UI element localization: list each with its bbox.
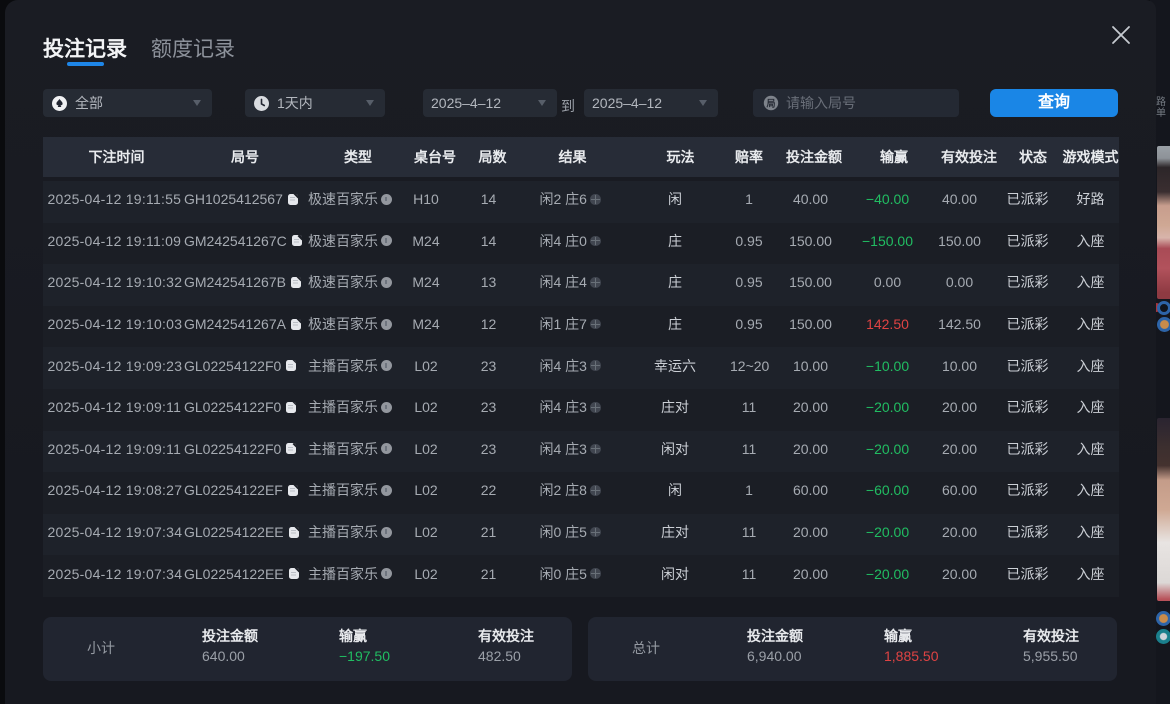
svg-text:局: 局 (766, 99, 775, 109)
